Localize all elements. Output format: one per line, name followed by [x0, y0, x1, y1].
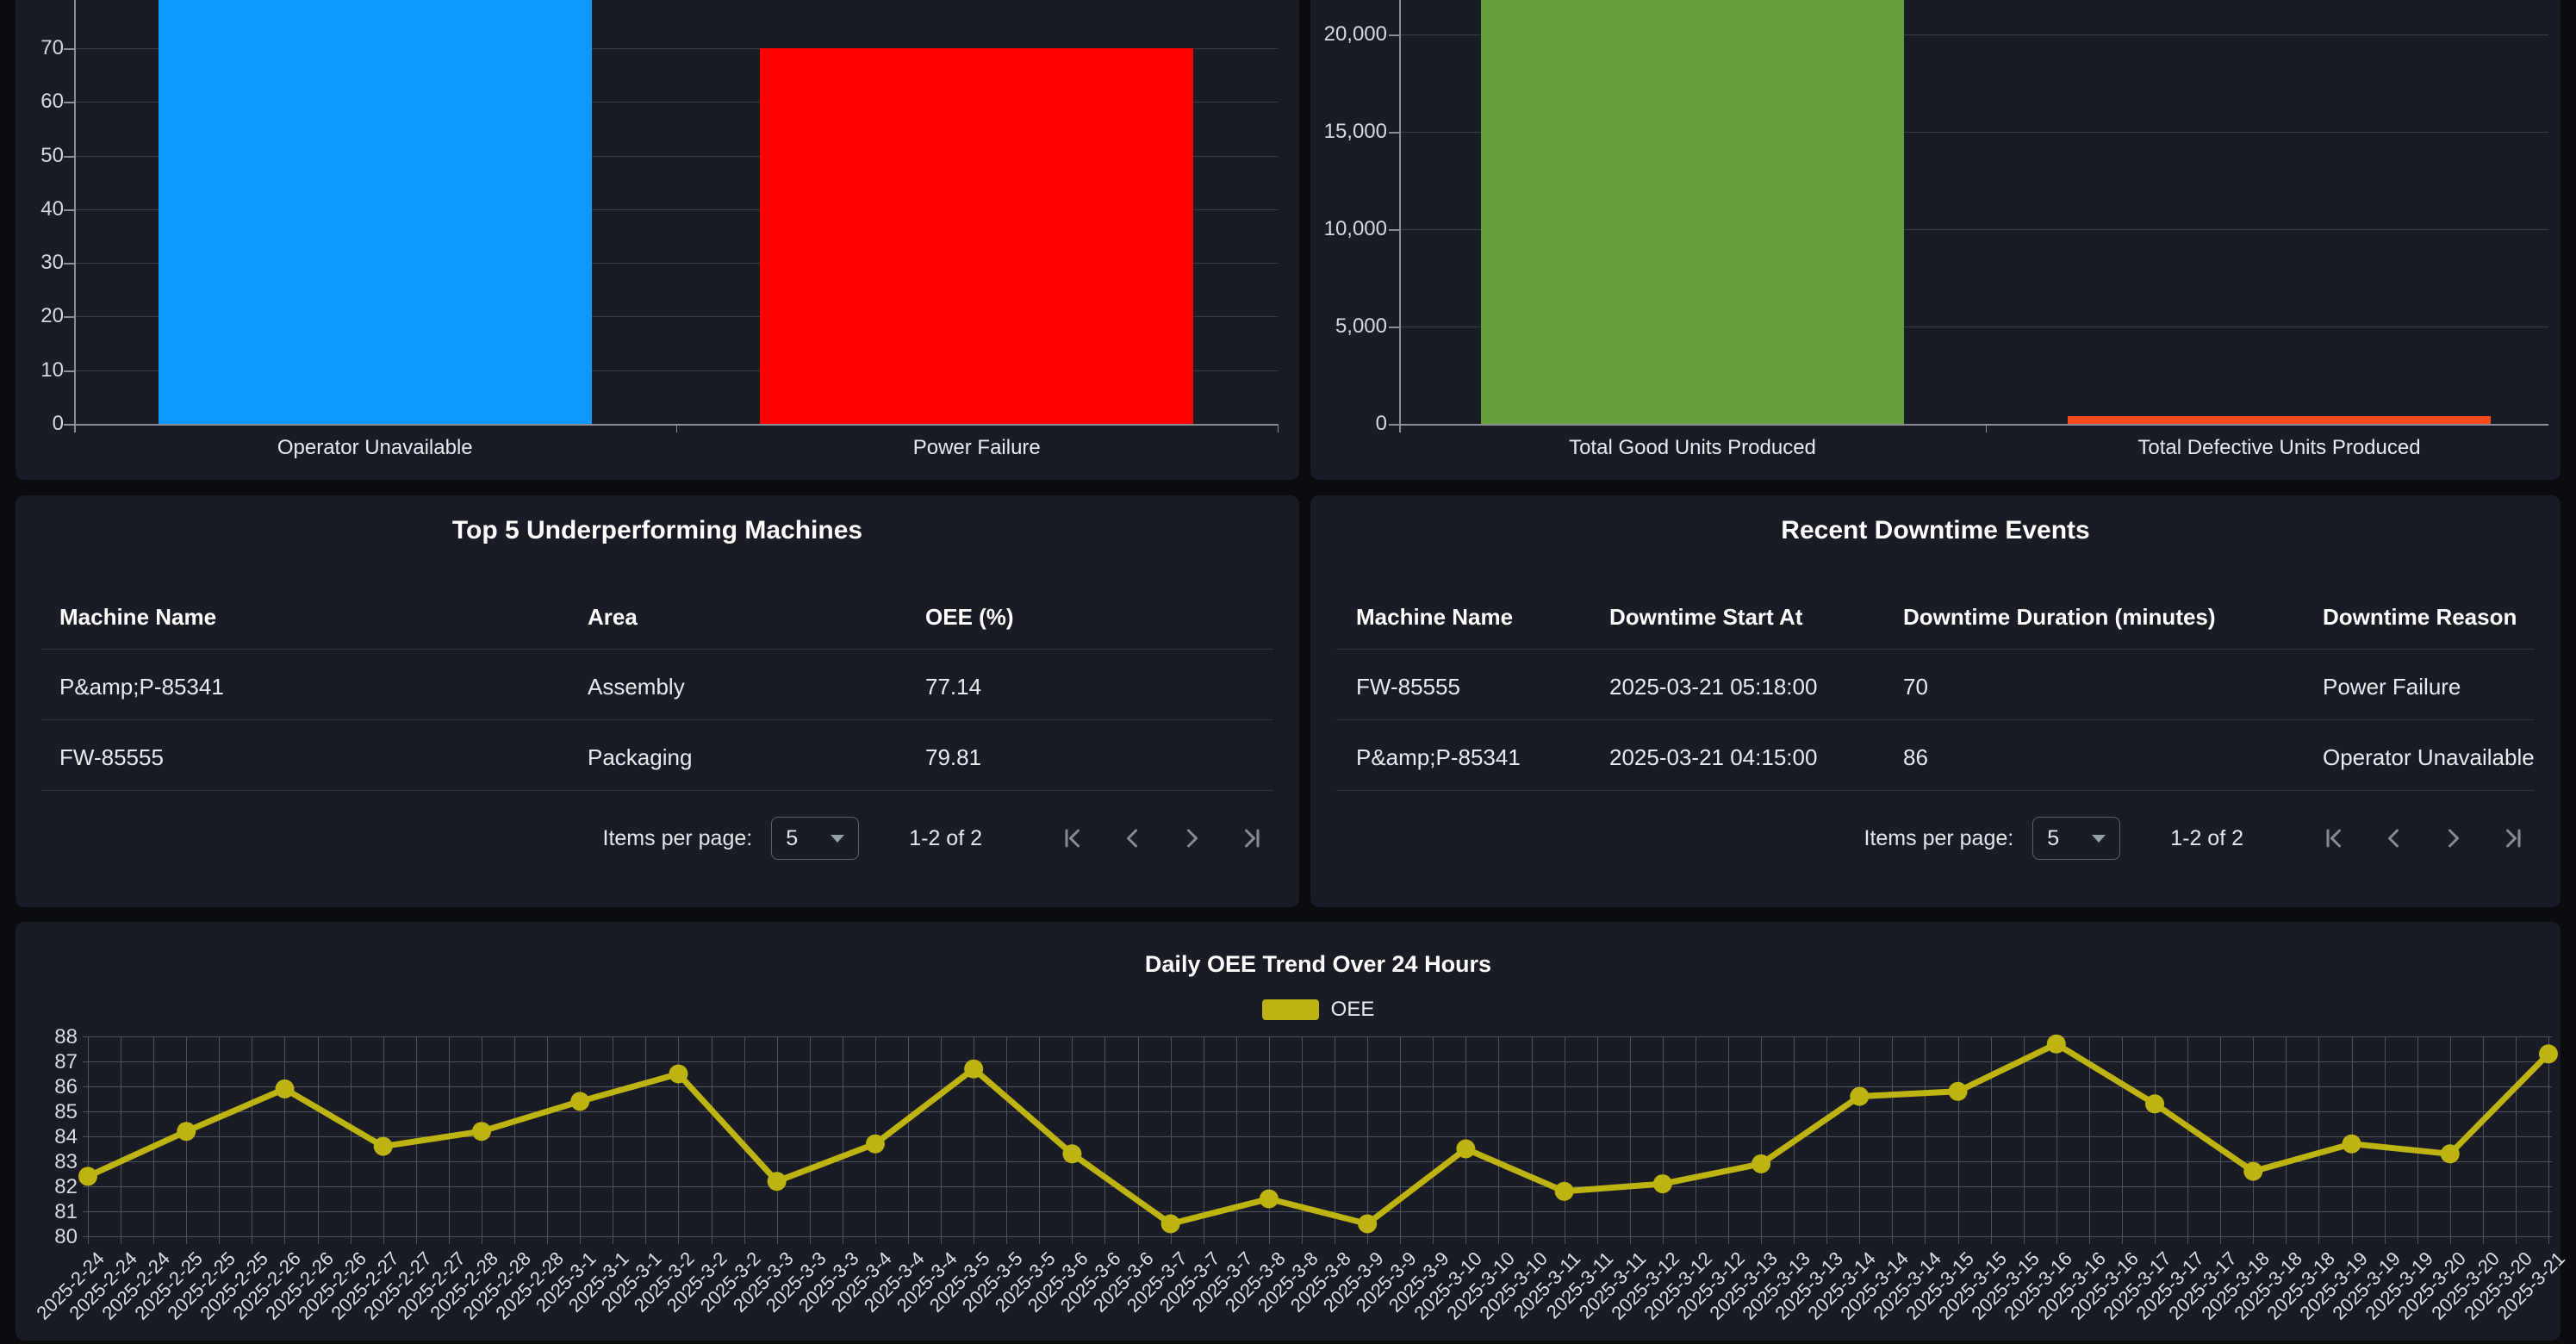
table-cell: P&amp;P-85341	[1356, 744, 1521, 770]
row-separator	[1336, 790, 2535, 791]
table-header-cell: Machine Name	[59, 604, 217, 630]
page-range-label: 1-2 of 2	[909, 825, 982, 850]
downtime-events-table-title: Recent Downtime Events	[1781, 516, 2090, 544]
prev-page-icon	[2388, 829, 2399, 848]
table-cell: Assembly	[588, 674, 685, 700]
underperforming-machines-panel: Top 5 Underperforming Machines Machine N…	[16, 495, 1299, 907]
row-separator	[1336, 649, 2535, 650]
units-produced-chart-panel	[1310, 0, 2560, 480]
oee-legend-swatch-icon[interactable]	[1261, 999, 1319, 1020]
table-cell: 70	[1903, 674, 1928, 700]
page-range-label: 1-2 of 2	[2170, 825, 2243, 850]
first-page-button[interactable]	[2318, 823, 2349, 854]
first-page-icon	[2326, 829, 2341, 848]
next-page-icon	[2448, 829, 2459, 848]
table-cell: Operator Unavailable	[2323, 744, 2535, 770]
oee-legend-label[interactable]: OEE	[1330, 998, 1375, 1021]
first-page-icon	[1065, 829, 1080, 848]
dropdown-arrow-icon	[2092, 834, 2106, 843]
table-header-cell: Area	[588, 604, 638, 630]
paginator: Items per page: 5 1-2 of 2	[1864, 812, 2530, 864]
table-cell: Packaging	[588, 744, 693, 770]
table-cell: 77.14	[925, 674, 982, 700]
items-per-page-label: Items per page:	[602, 825, 753, 850]
table-cell: FW-85555	[1356, 674, 1460, 700]
page-size-value: 5	[2047, 825, 2060, 850]
oee-trend-chart-title: Daily OEE Trend Over 24 Hours	[1144, 951, 1492, 977]
oee-trend-legend: OEE	[88, 998, 2548, 1022]
previous-page-button[interactable]	[2378, 823, 2409, 854]
previous-page-button[interactable]	[1117, 823, 1148, 854]
row-separator	[41, 790, 1273, 791]
page-size-value: 5	[786, 825, 799, 850]
next-page-button[interactable]	[1177, 823, 1208, 854]
underperforming-table-title: Top 5 Underperforming Machines	[451, 516, 863, 544]
oee-trend-chart-panel	[16, 922, 2560, 1341]
table-header-cell: Downtime Start At	[1609, 604, 1803, 630]
table-header-cell: OEE (%)	[925, 604, 1014, 630]
row-separator	[41, 649, 1273, 650]
first-page-button[interactable]	[1056, 823, 1087, 854]
table-cell: FW-85555	[59, 744, 164, 770]
table-cell: 2025-03-21 05:18:00	[1609, 674, 1818, 700]
row-separator	[1336, 719, 2535, 720]
table-cell: 79.81	[925, 744, 982, 770]
table-header-cell: Downtime Duration (minutes)	[1903, 604, 2216, 630]
last-page-button[interactable]	[2498, 823, 2529, 854]
last-page-icon	[1245, 829, 1260, 848]
downtime-by-reason-chart-panel	[16, 0, 1299, 480]
table-cell: Power Failure	[2323, 674, 2461, 700]
table-cell: 2025-03-21 04:15:00	[1609, 744, 1818, 770]
next-page-button[interactable]	[2438, 823, 2469, 854]
downtime-events-panel: Recent Downtime Events Machine Name Downt…	[1310, 495, 2560, 907]
page-size-select[interactable]: 5	[771, 817, 860, 860]
dropdown-arrow-icon	[831, 834, 845, 843]
paginator: Items per page: 5 1-2 of 2	[603, 812, 1269, 864]
row-separator	[41, 719, 1273, 720]
next-page-icon	[1187, 829, 1198, 848]
table-cell: P&amp;P-85341	[59, 674, 224, 700]
page-size-select[interactable]: 5	[2032, 817, 2121, 860]
prev-page-icon	[1127, 829, 1137, 848]
table-cell: 86	[1903, 744, 1928, 770]
items-per-page-label: Items per page:	[1864, 825, 2014, 850]
last-page-icon	[2506, 829, 2521, 848]
table-header-cell: Downtime Reason	[2323, 604, 2517, 630]
last-page-button[interactable]	[1237, 823, 1268, 854]
table-header-cell: Machine Name	[1356, 604, 1514, 630]
